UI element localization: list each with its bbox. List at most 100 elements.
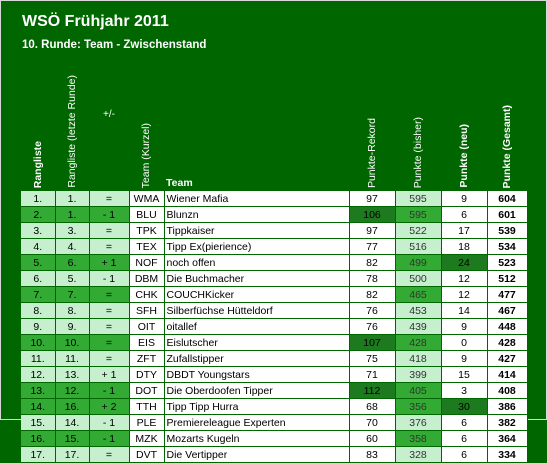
points-total-cell: 408 bbox=[487, 382, 528, 399]
team-abbr-cell: DOT bbox=[129, 382, 165, 399]
previous-rank-cell: 15. bbox=[55, 430, 90, 447]
record-points-cell: 78 bbox=[349, 270, 396, 287]
points-before-cell: 328 bbox=[395, 446, 442, 463]
points-new-cell: 0 bbox=[441, 334, 488, 351]
previous-rank-cell: 13. bbox=[55, 366, 90, 383]
points-total-cell: 364 bbox=[487, 430, 528, 447]
header-team-kurzel: Team (Kurzel) bbox=[140, 122, 152, 188]
team-name-cell: Tipp Tipp Hurra bbox=[164, 398, 350, 415]
table-row: 17. 17. = DVT Die Vertipper 83 328 6 334 bbox=[21, 446, 528, 463]
record-points-cell: 112 bbox=[349, 382, 396, 399]
team-name-cell: Silberfüchse Hütteldorf bbox=[164, 302, 350, 319]
team-abbr-cell: ZFT bbox=[129, 350, 165, 367]
team-name-cell: DBDT Youngstars bbox=[164, 366, 350, 383]
page-subtitle: 10. Runde: Team - Zwischenstand bbox=[22, 39, 207, 51]
points-total-cell: 534 bbox=[487, 238, 528, 255]
rank-cell: 3. bbox=[21, 222, 56, 239]
table-row: 16. 15. - 1 MZK Mozarts Kugeln 60 358 6 364 bbox=[21, 430, 528, 447]
table-row: 9. 9. = OIT oitallef 76 439 9 448 bbox=[21, 318, 528, 335]
record-points-cell: 76 bbox=[349, 302, 396, 319]
points-total-cell: 512 bbox=[487, 270, 528, 287]
points-total-cell: 523 bbox=[487, 254, 528, 271]
previous-rank-cell: 16. bbox=[55, 398, 90, 415]
change-cell: = bbox=[89, 191, 130, 207]
team-abbr-cell: TPK bbox=[129, 222, 165, 239]
record-points-cell: 97 bbox=[349, 191, 396, 207]
points-total-cell: 477 bbox=[487, 286, 528, 303]
points-total-cell: 414 bbox=[487, 366, 528, 383]
team-name-cell: Premiereleague Experten bbox=[164, 414, 350, 431]
points-new-cell: 6 bbox=[441, 414, 488, 431]
team-abbr-cell: SFH bbox=[129, 302, 165, 319]
points-new-cell: 15 bbox=[441, 366, 488, 383]
points-total-cell: 382 bbox=[487, 414, 528, 431]
table-row: 13. 12. - 1 DOT Die Oberdoofen Tipper 112 405 3… bbox=[21, 382, 528, 399]
previous-rank-cell: 10. bbox=[55, 334, 90, 351]
record-points-cell: 82 bbox=[349, 286, 396, 303]
previous-rank-cell: 12. bbox=[55, 382, 90, 399]
team-abbr-cell: DVT bbox=[129, 446, 165, 463]
points-total-cell: 467 bbox=[487, 302, 528, 319]
rank-cell: 2. bbox=[21, 206, 56, 223]
change-cell: = bbox=[89, 334, 130, 351]
record-points-cell: 76 bbox=[349, 318, 396, 335]
points-before-cell: 522 bbox=[395, 222, 442, 239]
team-abbr-cell: BLU bbox=[129, 206, 165, 223]
points-before-cell: 465 bbox=[395, 286, 442, 303]
rank-cell: 7. bbox=[21, 286, 56, 303]
points-total-cell: 427 bbox=[487, 350, 528, 367]
team-abbr-cell: MZK bbox=[129, 430, 165, 447]
points-new-cell: 12 bbox=[441, 270, 488, 287]
points-before-cell: 500 bbox=[395, 270, 442, 287]
team-abbr-cell: DTY bbox=[129, 366, 165, 383]
record-points-cell: 106 bbox=[349, 206, 396, 223]
rank-cell: 9. bbox=[21, 318, 56, 335]
change-cell: - 1 bbox=[89, 206, 130, 223]
points-total-cell: 448 bbox=[487, 318, 528, 335]
team-abbr-cell: EIS bbox=[129, 334, 165, 351]
change-cell: = bbox=[89, 350, 130, 367]
points-before-cell: 376 bbox=[395, 414, 442, 431]
team-abbr-cell: NOF bbox=[129, 254, 165, 271]
points-new-cell: 6 bbox=[441, 446, 488, 463]
change-cell: = bbox=[89, 302, 130, 319]
record-points-cell: 107 bbox=[349, 334, 396, 351]
points-new-cell: 6 bbox=[441, 206, 488, 223]
points-before-cell: 499 bbox=[395, 254, 442, 271]
team-name-cell: Zufallstipper bbox=[164, 350, 350, 367]
table-row: 11. 11. = ZFT Zufallstipper 75 418 9 427 bbox=[21, 350, 528, 367]
points-before-cell: 405 bbox=[395, 382, 442, 399]
points-before-cell: 453 bbox=[395, 302, 442, 319]
points-before-cell: 595 bbox=[395, 206, 442, 223]
change-cell: - 1 bbox=[89, 430, 130, 447]
points-total-cell: 601 bbox=[487, 206, 528, 223]
change-cell: = bbox=[89, 318, 130, 335]
rank-cell: 10. bbox=[21, 334, 56, 351]
rank-cell: 12. bbox=[21, 366, 56, 383]
team-name-cell: Die Buchmacher bbox=[164, 270, 350, 287]
change-cell: - 1 bbox=[89, 270, 130, 287]
previous-rank-cell: 3. bbox=[55, 222, 90, 239]
table-row: 1. 1. = WMA Wiener Mafia 97 595 9 604 bbox=[21, 191, 528, 207]
table-row: 14. 16. + 2 TTH Tipp Tipp Hurra 68 356 30 386 bbox=[21, 398, 528, 415]
record-points-cell: 60 bbox=[349, 430, 396, 447]
team-name-cell: COUCHKicker bbox=[164, 286, 350, 303]
rank-cell: 5. bbox=[21, 254, 56, 271]
points-before-cell: 399 bbox=[395, 366, 442, 383]
team-name-cell: Mozarts Kugeln bbox=[164, 430, 350, 447]
team-name-cell: Die Vertipper bbox=[164, 446, 350, 463]
change-cell: = bbox=[89, 238, 130, 255]
points-new-cell: 24 bbox=[441, 254, 488, 271]
previous-rank-cell: 11. bbox=[55, 350, 90, 367]
team-abbr-cell: PLE bbox=[129, 414, 165, 431]
table-row: 5. 6. + 1 NOF noch offen 82 499 24 523 bbox=[21, 254, 528, 271]
team-name-cell: Eislutscher bbox=[164, 334, 350, 351]
points-before-cell: 428 bbox=[395, 334, 442, 351]
header-bisher: Punkte (bisher) bbox=[411, 116, 424, 188]
previous-rank-cell: 1. bbox=[55, 191, 90, 207]
previous-rank-cell: 4. bbox=[55, 238, 90, 255]
header-rangliste: Rangliste bbox=[31, 140, 44, 188]
header-neu: Punkte (neu) bbox=[457, 124, 470, 188]
table-row: 8. 8. = SFH Silberfüchse Hütteldorf 76 453 14 46… bbox=[21, 302, 528, 319]
